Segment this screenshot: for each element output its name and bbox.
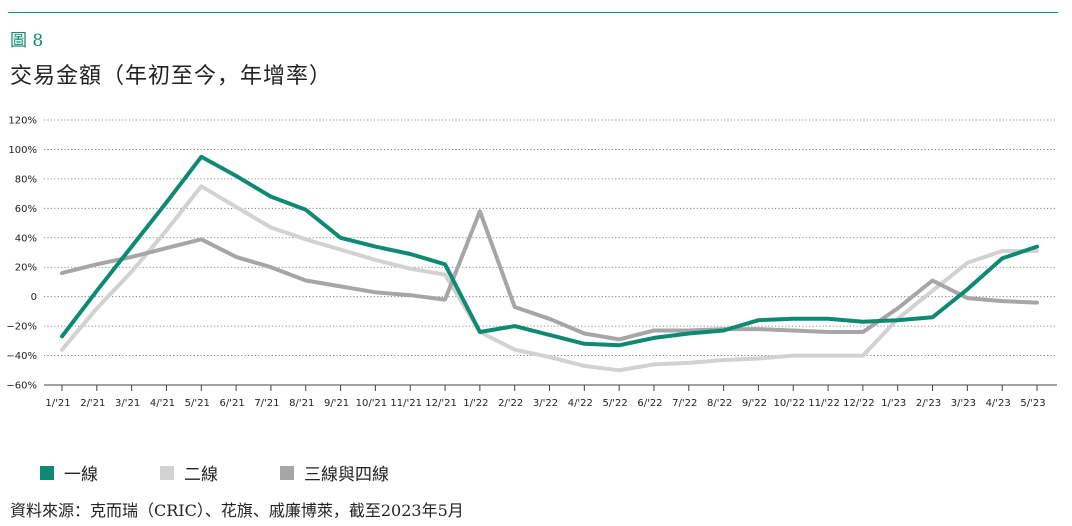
legend-swatch-tier2 — [160, 465, 174, 480]
x-tick-label: 9/'21 — [324, 398, 349, 409]
x-tick-label: 9/'22 — [742, 398, 767, 409]
x-tick-label: 1/'21 — [45, 398, 70, 409]
x-tick-label: 11/'21 — [390, 398, 422, 409]
x-tick-label: 10/'21 — [356, 398, 388, 409]
y-tick-label: 120% — [8, 116, 37, 127]
legend-label-tier2: 二線 — [184, 465, 218, 485]
x-tick-label: 4/'22 — [568, 398, 593, 409]
line-chart: 120% 100% 80% 60% 40% 20% 0 −20% −40% −60% 1/'21 2/… — [6, 116, 1057, 409]
x-tick-label: 7/'22 — [672, 398, 697, 409]
chart-title: 交易金額（年初至今，年增率） — [10, 64, 333, 89]
x-tick-label: 8/'22 — [707, 398, 732, 409]
series-line-tier3-4 — [60, 209, 1039, 342]
x-tick-label: 6/'21 — [219, 398, 244, 409]
top-rule — [8, 12, 1058, 13]
figure-label: 圖 8 — [10, 31, 44, 51]
x-tick-label: 5/'21 — [185, 398, 210, 409]
x-tick-label: 1/'22 — [463, 398, 488, 409]
y-tick-label: 40% — [15, 233, 37, 244]
source-note: 資料來源：克而瑞（CRIC）、花旗、戚廉博萊，截至2023年5月 — [10, 501, 464, 520]
x-tick-label: 2/'23 — [916, 398, 941, 409]
x-tick-label: 2/'21 — [80, 398, 105, 409]
x-tick-label: 7/'21 — [254, 398, 279, 409]
y-tick-label: 20% — [15, 263, 37, 274]
legend-label-tier3-4: 三線與四線 — [304, 465, 389, 485]
x-tick-label: 6/'22 — [637, 398, 662, 409]
legend-swatch-tier1 — [40, 465, 54, 480]
x-tick-label: 8/'21 — [289, 398, 314, 409]
x-tick-label: 11/'22 — [808, 398, 840, 409]
y-tick-label: 80% — [15, 174, 37, 185]
y-tick-label: 60% — [15, 204, 37, 215]
x-tick-label: 12/'22 — [843, 398, 875, 409]
y-tick-label: −20% — [6, 322, 37, 333]
series-line-tier1 — [60, 154, 1039, 348]
x-tick-label: 3/'22 — [533, 398, 558, 409]
series-line-tier2 — [60, 184, 1039, 373]
x-tick-label: 10/'22 — [773, 398, 805, 409]
legend-swatch-tier3-4 — [280, 465, 294, 480]
x-tick-label: 2/'22 — [498, 398, 523, 409]
legend-item-tier1: 一線 — [40, 460, 98, 485]
y-tick-label: −60% — [6, 381, 37, 392]
legend-item-tier2: 二線 — [160, 460, 218, 485]
x-tick-label: 1/'23 — [881, 398, 906, 409]
y-tick-label: −40% — [6, 351, 37, 362]
x-tick-label: 3/'23 — [951, 398, 976, 409]
y-tick-label: 0 — [31, 292, 37, 303]
x-tick-label: 5/'22 — [603, 398, 628, 409]
legend-label-tier1: 一線 — [64, 465, 98, 485]
x-tick-label: 4/'21 — [150, 398, 175, 409]
x-tick-label: 5/'23 — [1020, 398, 1045, 409]
x-tick-label: 4/'23 — [986, 398, 1011, 409]
x-tick-label: 3/'21 — [115, 398, 140, 409]
legend: 一線 二線 三線與四線 — [40, 460, 451, 485]
legend-item-tier3-4: 三線與四線 — [280, 460, 389, 485]
x-tick-label: 12/'21 — [425, 398, 457, 409]
y-tick-label: 100% — [8, 145, 37, 156]
